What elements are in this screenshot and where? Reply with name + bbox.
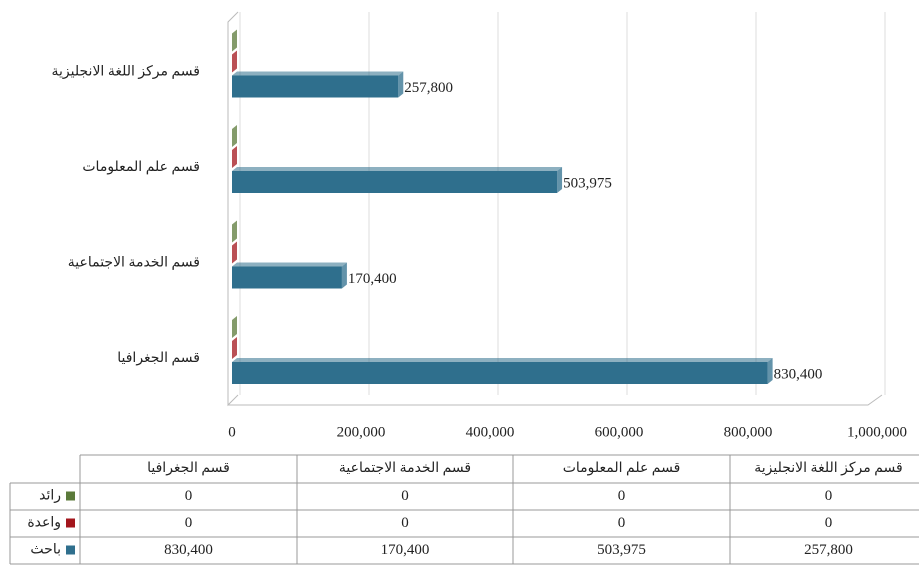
bar xyxy=(232,266,342,289)
x-tick-label: 0 xyxy=(228,424,236,440)
table-cell: 0 xyxy=(618,515,626,531)
data-label: 257,800 xyxy=(404,80,453,96)
table-cell: 0 xyxy=(618,488,626,504)
bar xyxy=(232,362,768,384)
x-tick-label: 800,000 xyxy=(724,424,773,440)
bar-top xyxy=(232,358,773,362)
data-label: 170,400 xyxy=(348,271,397,287)
bar-cap xyxy=(232,337,237,359)
legend-swatch xyxy=(66,491,75,501)
bar-cap xyxy=(232,125,237,147)
table-cell: 0 xyxy=(401,515,409,531)
x-tick-label: 600,000 xyxy=(595,424,644,440)
category-label: قسم علم المعلومات xyxy=(82,160,200,175)
category-label: قسم مركز اللغة الانجليزية xyxy=(52,65,200,80)
table-cell: 170,400 xyxy=(381,542,430,558)
bar-cap xyxy=(232,50,237,73)
bar xyxy=(232,75,399,98)
legend-swatch xyxy=(66,545,75,555)
bar-top xyxy=(232,262,347,267)
legend-label: رائد xyxy=(39,489,61,504)
table-cell: 0 xyxy=(401,488,409,504)
table-cell: 257,800 xyxy=(804,542,853,558)
table-cell: 830,400 xyxy=(164,542,213,558)
x-tick-label: 400,000 xyxy=(466,424,515,440)
bar-cap xyxy=(232,220,237,243)
bar-top xyxy=(232,71,404,76)
data-label: 830,400 xyxy=(774,366,823,382)
category-label: قسم الجغرافيا xyxy=(117,351,200,366)
legend-label: باحث xyxy=(30,543,61,558)
table-cell: 503,975 xyxy=(597,542,646,558)
bar-cap xyxy=(232,146,237,168)
bar-top xyxy=(232,167,563,171)
table-header: قسم الجغرافيا xyxy=(147,461,230,476)
bar-cap xyxy=(341,262,347,289)
table-cell: 0 xyxy=(185,488,193,504)
bar-cap xyxy=(232,316,237,338)
table-cell: 0 xyxy=(825,515,833,531)
table-cell: 0 xyxy=(185,515,193,531)
side-wall xyxy=(227,11,239,407)
bar-cap xyxy=(767,358,773,384)
floor xyxy=(228,394,883,406)
table-header: قسم علم المعلومات xyxy=(563,461,681,476)
bar-cap xyxy=(557,167,563,193)
table-header: قسم مركز اللغة الانجليزية xyxy=(754,461,902,476)
x-tick-label: 1,000,000 xyxy=(847,424,907,440)
bar-cap xyxy=(232,29,237,52)
bar-cap xyxy=(232,241,237,264)
x-tick-label: 200,000 xyxy=(337,424,386,440)
table-header: قسم الخدمة الاجتماعية xyxy=(339,461,471,476)
table-cell: 0 xyxy=(825,488,833,504)
legend-label: واعدة xyxy=(27,516,61,531)
bar xyxy=(232,171,558,193)
data-label: 503,975 xyxy=(563,175,612,191)
legend-swatch xyxy=(66,518,75,528)
bar-cap xyxy=(398,71,404,98)
category-label: قسم الخدمة الاجتماعية xyxy=(68,256,200,271)
